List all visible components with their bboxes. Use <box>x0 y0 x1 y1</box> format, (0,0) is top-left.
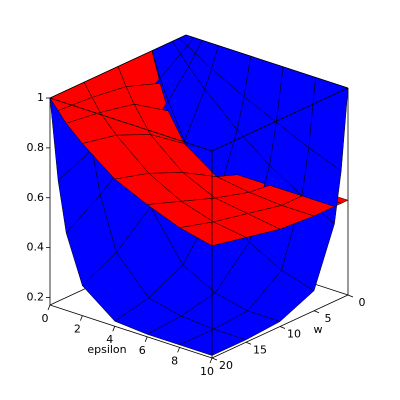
y-tick-label: 20 <box>219 359 233 372</box>
y-tick <box>313 310 320 314</box>
box-edge <box>49 304 213 359</box>
y-tick-label: 0 <box>359 296 366 309</box>
z-tick-label: 0.2 <box>27 291 45 304</box>
y-tick <box>245 341 252 345</box>
y-tick-label: 5 <box>325 312 332 325</box>
x-tick-label: 8 <box>171 354 178 367</box>
y-tick <box>347 294 354 298</box>
x-tick-label: 0 <box>42 312 49 325</box>
x-tick <box>144 336 148 342</box>
x-tick <box>80 315 83 321</box>
x-axis-label: epsilon <box>87 343 126 356</box>
x-tick <box>177 347 180 353</box>
x-tick-label: 10 <box>200 365 214 378</box>
box-edge <box>49 97 213 152</box>
y-tick <box>211 357 218 361</box>
x-tick <box>209 357 213 364</box>
z-tick-label: 0.8 <box>27 141 45 154</box>
x-tick-label: 2 <box>74 323 81 336</box>
box-edge <box>185 34 349 89</box>
z-tick-label: 0.4 <box>27 241 45 254</box>
box-edge <box>49 34 187 99</box>
box-edge <box>211 87 349 152</box>
y-axis-label: w <box>314 323 323 336</box>
y-tick-label: 10 <box>287 328 301 341</box>
x-tick-label: 6 <box>139 344 146 357</box>
z-tick-label: 0.6 <box>27 191 45 204</box>
y-tick-label: 15 <box>253 343 267 356</box>
x-tick-label: 4 <box>106 333 113 346</box>
y-tick <box>279 326 286 329</box>
z-tick-label: 1 <box>37 91 44 104</box>
x-tick <box>47 304 51 311</box>
x-tick <box>112 326 116 332</box>
